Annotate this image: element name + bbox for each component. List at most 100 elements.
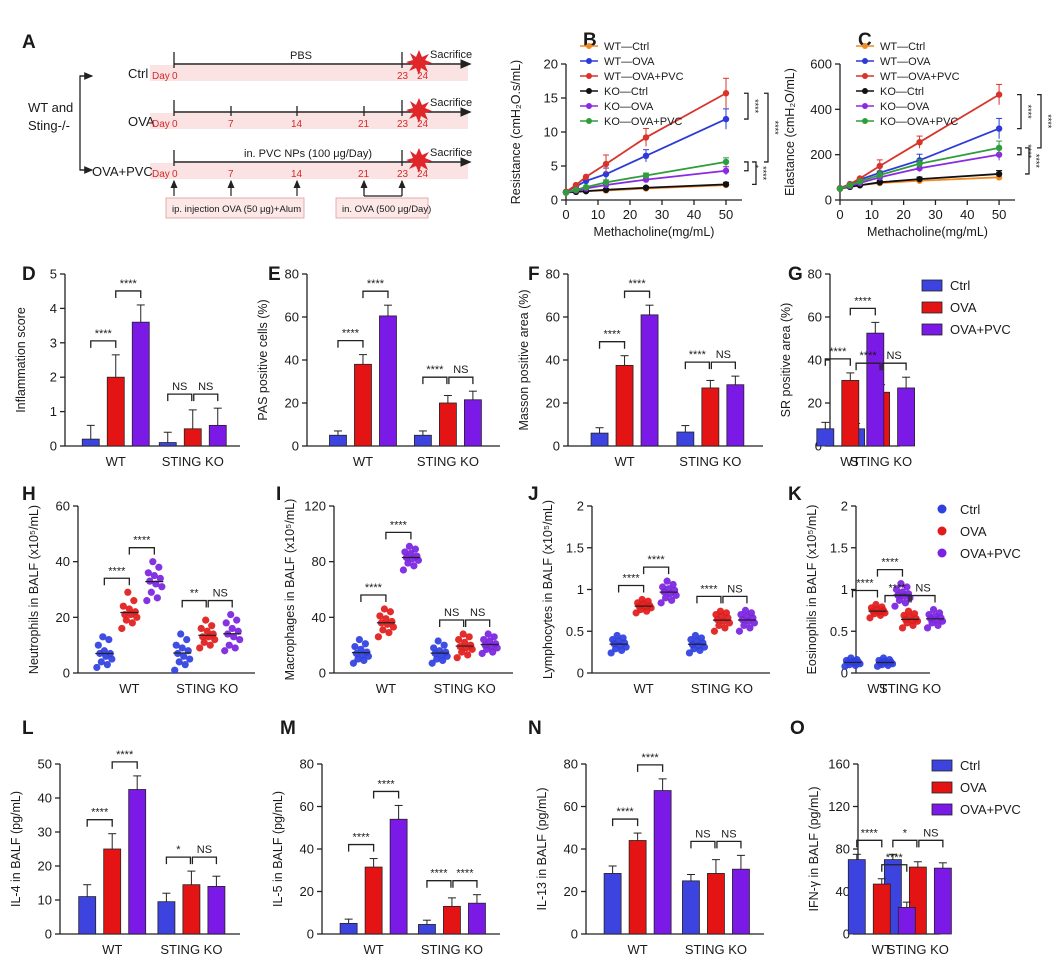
sig-wt-ctrl-ova-label: ****: [829, 346, 847, 358]
data-point: [108, 655, 116, 663]
data-point: [722, 158, 730, 166]
data-point: [572, 181, 580, 189]
data-point: [741, 606, 750, 614]
data-point: [434, 637, 442, 645]
sig-ko-ctrl-ova-bracket: [884, 594, 910, 603]
legend-swatch: [921, 323, 943, 336]
sig-wt-ctrl-ova-label: ****: [353, 832, 371, 844]
sig-wt-ctrl-ova-bracket: [360, 594, 387, 602]
sig-wt-ova-pvc-label: ****: [133, 535, 151, 547]
data-point: [467, 641, 475, 649]
sig-ko-ctrl-ova-label: ****: [426, 364, 444, 376]
panel-label: G: [788, 264, 803, 285]
sig-ko-ctrl-ova-label: ****: [888, 583, 906, 595]
sig-ko-ova-pvc-label: NS: [470, 607, 485, 619]
y-tick-label: 1: [577, 582, 584, 597]
y-tick-label: 400: [810, 102, 832, 117]
bar: [443, 905, 461, 935]
bar: [413, 434, 432, 447]
bar: [707, 873, 725, 935]
panel-label: I: [276, 484, 281, 505]
sig-label: ****: [1031, 154, 1041, 169]
schema-row-ovapvc: OVA+PVC in. PVC NPs (100 μg/Day) Day 0 7…: [92, 147, 472, 219]
sig-ko-ova-pvc-bracket: [910, 594, 936, 603]
data-point: [156, 574, 164, 582]
data-point: [430, 644, 438, 652]
panel-i: I 0 40 80 120 Macrophages in BALF (x10⁵/mL) WT…: [276, 484, 513, 696]
sig-ko-ova-pvc-bracket: [465, 619, 491, 628]
y-tick-label: 0: [553, 439, 560, 454]
bar: [103, 848, 122, 935]
sig-wt-ctrl-ova-bracket: [103, 577, 130, 586]
panel-label: J: [528, 484, 539, 505]
sig-ko-ctrl-ova-bracket: [167, 393, 193, 402]
data-point: [203, 627, 211, 635]
data-point: [602, 186, 610, 193]
sig-ko-ctrl-ova-label: ****: [430, 868, 448, 880]
sig-ko-ctrl-ova-bracket: [165, 856, 192, 865]
x-tick-label: 40: [687, 207, 701, 222]
bar: [897, 387, 915, 447]
data-point: [200, 638, 208, 646]
sig-wt-ctrl-ova-bracket: [337, 339, 364, 348]
sig-wt-ova-pvc-label: ****: [642, 752, 660, 764]
data-point: [613, 631, 621, 640]
row-treatment: in. PVC NPs (100 μg/Day): [244, 148, 372, 160]
sig-wt-ctrl-ova-bracket: [824, 358, 851, 366]
bar: [682, 880, 700, 935]
data-point: [995, 170, 1003, 178]
data-point: [897, 580, 905, 588]
data-point: [916, 139, 923, 146]
sig-wt-ctrl-ova-label: ****: [617, 806, 635, 818]
legend-marker: [862, 103, 868, 109]
challenge-bracket: [363, 186, 403, 197]
day-label: 0: [172, 119, 178, 130]
y-axis-title: Resistance (cmH₂O.s/mL): [509, 60, 523, 204]
data-point: [143, 597, 151, 605]
data-point: [105, 636, 113, 644]
data-point: [885, 656, 894, 664]
x-category-label: STING KO: [417, 454, 479, 469]
y-axis-title: SR positive area (%): [779, 303, 793, 418]
data-point: [442, 648, 450, 656]
y-tick-label: 80: [564, 757, 578, 772]
x-category-label: STING KO: [162, 454, 224, 469]
legend-label: Ctrl: [960, 502, 980, 517]
panel-k: K 0 0.5 1 1.5 2 Eosinophils in BALF (x10⁵/mL) W…: [788, 484, 1021, 696]
bar: [726, 384, 745, 447]
sig-ko-ova-pvc-label: ****: [456, 868, 474, 880]
data-point: [125, 605, 133, 613]
sig-label: *: [750, 165, 760, 169]
legend-label: KO—OVA: [604, 101, 654, 113]
sig-wt-ova-pvc-label: ****: [648, 554, 666, 566]
x-tick-label: 20: [623, 207, 637, 222]
legend-label: WT—OVA: [604, 56, 655, 68]
sig-ko-ctrl-ova-bracket: [690, 840, 716, 849]
legend-label: WT—Ctrl: [880, 41, 925, 53]
day-label: 14: [291, 119, 303, 130]
bar: [615, 364, 634, 447]
bar: [653, 790, 672, 935]
panel-j: J 0 0.5 1 1.5 2 Lymphocytes in BALF (x10⁵/mL) W…: [528, 484, 770, 696]
legend-marker: [937, 548, 947, 558]
panel-label: O: [790, 718, 805, 739]
data-point: [644, 597, 652, 605]
y-tick-label: 1.5: [566, 540, 584, 555]
data-point: [178, 644, 186, 652]
data-point: [382, 615, 390, 623]
data-point: [227, 610, 235, 619]
legend-label: WT—OVA: [880, 56, 931, 68]
sig-ko-ova-pvc-bracket: [452, 880, 478, 888]
x-category-label: STING KO: [421, 942, 483, 957]
data-point: [231, 644, 239, 652]
x-axis-title: Methacholine(mg/mL): [594, 225, 715, 239]
y-axis-title: IFN-γ in BALF (pg/mL): [807, 786, 821, 911]
data-point: [144, 569, 152, 577]
data-point: [225, 641, 233, 649]
panel-m: M 0 20 40 60 80 IL-5 in BALF (pg/mL) WT STING KO…: [271, 718, 500, 957]
bar: [182, 884, 201, 935]
data-point: [876, 171, 883, 179]
bar: [207, 886, 226, 935]
y-tick-label: 60: [300, 799, 314, 814]
y-axis-title: Elastance (cmH₂O/mL): [783, 68, 797, 196]
